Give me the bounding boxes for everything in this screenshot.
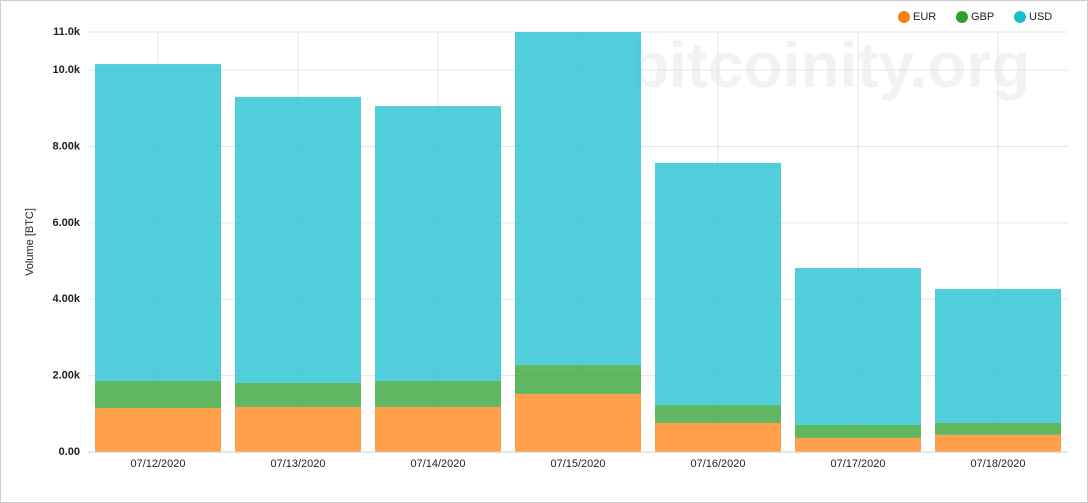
x-tick-label: 07/18/2020 [970, 458, 1025, 470]
x-tick-label: 07/17/2020 [830, 458, 885, 470]
x-tick-label: 07/14/2020 [410, 458, 465, 470]
legend-label: GBP [971, 11, 994, 23]
x-tick-label: 07/15/2020 [550, 458, 605, 470]
legend-marker [898, 11, 910, 23]
legend-marker [956, 11, 968, 23]
bar-segment [795, 267, 921, 425]
bar-segment [375, 380, 501, 407]
y-tick-label: 6.00k [52, 217, 80, 229]
bar-segment [935, 422, 1061, 435]
y-tick-label: 2.00k [52, 370, 80, 382]
bar-segment [655, 162, 781, 406]
x-tick-label: 07/16/2020 [690, 458, 745, 470]
bar-segment [235, 382, 361, 407]
y-axis-label: Volume [BTC] [24, 208, 36, 276]
y-tick-label: 0.00 [59, 446, 80, 458]
bar-segment [655, 405, 781, 423]
bar-segment [515, 393, 641, 452]
legend-marker [1014, 11, 1026, 23]
x-tick-label: 07/12/2020 [130, 458, 185, 470]
bar-segment [375, 106, 501, 381]
bar-segment [935, 288, 1061, 423]
bar-segment [515, 32, 641, 365]
x-tick-label: 07/13/2020 [270, 458, 325, 470]
y-tick-label: 4.00k [52, 293, 80, 305]
bar-segment [515, 364, 641, 394]
bar-segment [235, 406, 361, 452]
bar-segment [795, 437, 921, 452]
legend-label: USD [1029, 11, 1052, 23]
y-tick-label: 11.0k [53, 26, 81, 38]
bar-segment [795, 424, 921, 438]
y-tick-label: 10.0k [52, 64, 80, 76]
legend-label: EUR [913, 11, 936, 23]
bar-segment [95, 408, 221, 452]
bar-segment [235, 96, 361, 383]
bar-segment [95, 64, 221, 381]
watermark: bitcoinity.org [630, 29, 1031, 101]
bar-segment [375, 406, 501, 452]
bar-segment [655, 422, 781, 452]
y-tick-label: 8.00k [52, 140, 80, 152]
bar-segment [95, 380, 221, 409]
bar-segment [935, 434, 1061, 452]
